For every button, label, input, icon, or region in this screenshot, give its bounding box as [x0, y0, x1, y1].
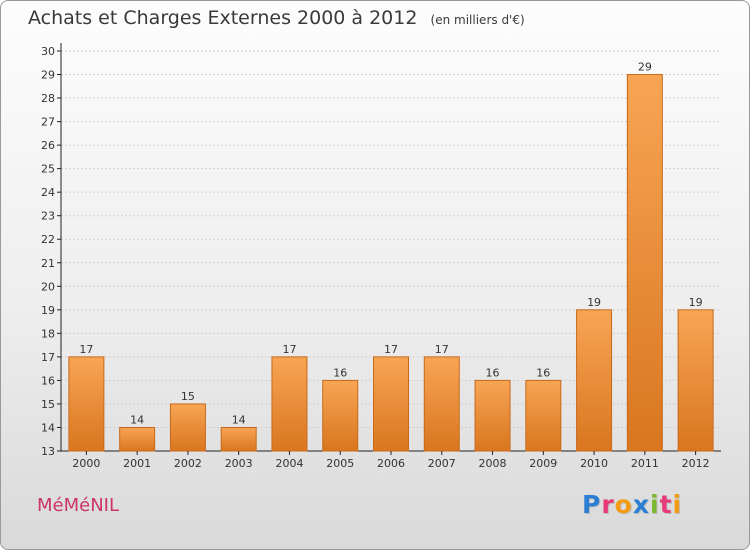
bar-value-label: 16 — [486, 366, 500, 379]
chart-unit: (en milliers d'€) — [430, 13, 525, 27]
y-tick-label: 13 — [41, 445, 55, 458]
bar-value-label: 17 — [79, 343, 93, 356]
y-tick-label: 19 — [41, 304, 55, 317]
y-tick-label: 26 — [41, 139, 55, 152]
bar — [119, 426, 156, 452]
y-tick-label: 15 — [41, 398, 55, 411]
bar-value-label: 29 — [638, 61, 652, 74]
y-tick-label: 24 — [41, 186, 55, 199]
logo-letter: i — [672, 490, 683, 519]
bar — [677, 309, 714, 452]
x-tick-label: 2007 — [428, 457, 456, 470]
y-tick-label: 30 — [41, 45, 55, 58]
x-tick-label: 2011 — [631, 457, 659, 470]
bar-value-label: 19 — [689, 296, 703, 309]
logo-letter: t — [659, 490, 673, 519]
x-tick-label: 2005 — [326, 457, 354, 470]
logo-letter: r — [601, 490, 615, 519]
y-tick-label: 21 — [41, 257, 55, 270]
y-tick-label: 28 — [41, 92, 55, 105]
y-tick-label: 23 — [41, 210, 55, 223]
bar-value-label: 15 — [181, 390, 195, 403]
bar-value-label: 17 — [384, 343, 398, 356]
logo-letter: x — [632, 490, 650, 519]
y-tick-label: 22 — [41, 233, 55, 246]
town-name: MéMéNIL — [37, 495, 120, 516]
bar-value-label: 16 — [536, 366, 550, 379]
bar-value-label: 19 — [587, 296, 601, 309]
y-tick-label: 27 — [41, 116, 55, 129]
bar-value-label: 14 — [232, 413, 246, 426]
y-tick-label: 25 — [41, 163, 55, 176]
chart-title-block: Achats et Charges Externes 2000 à 2012 (… — [28, 7, 525, 29]
x-tick-label: 2009 — [529, 457, 557, 470]
x-tick-label: 2000 — [72, 457, 100, 470]
x-tick-label: 2003 — [225, 457, 253, 470]
bar — [423, 356, 460, 452]
y-tick-label: 18 — [41, 327, 55, 340]
bar — [322, 379, 359, 452]
x-tick-label: 2006 — [377, 457, 405, 470]
bar-value-label: 16 — [333, 366, 347, 379]
x-tick-label: 2010 — [580, 457, 608, 470]
x-tick-label: 2012 — [682, 457, 710, 470]
y-tick-label: 17 — [41, 351, 55, 364]
bar-value-label: 17 — [435, 343, 449, 356]
chart-title: Achats et Charges Externes 2000 à 2012 — [28, 7, 418, 29]
bar — [169, 403, 206, 452]
bar — [271, 356, 308, 452]
y-tick-label: 20 — [41, 280, 55, 293]
x-tick-label: 2002 — [174, 457, 202, 470]
bar — [220, 426, 257, 452]
x-tick-label: 2008 — [479, 457, 507, 470]
bar — [68, 356, 105, 452]
bar — [576, 309, 613, 452]
bar — [373, 356, 409, 452]
bar — [525, 379, 562, 452]
y-tick-label: 16 — [41, 374, 55, 387]
bar-value-label: 14 — [130, 413, 144, 426]
y-tick-label: 14 — [41, 421, 55, 434]
bar — [474, 379, 511, 452]
proxiti-logo[interactable]: Proxiti — [582, 490, 682, 519]
logo-letter: P — [582, 490, 602, 519]
logo-letter: o — [614, 490, 633, 519]
x-tick-label: 2001 — [123, 457, 151, 470]
y-tick-label: 29 — [41, 69, 55, 82]
logo-letter: i — [650, 490, 660, 519]
bar-value-label: 17 — [282, 343, 296, 356]
x-tick-label: 2004 — [275, 457, 303, 470]
bar — [626, 74, 663, 452]
